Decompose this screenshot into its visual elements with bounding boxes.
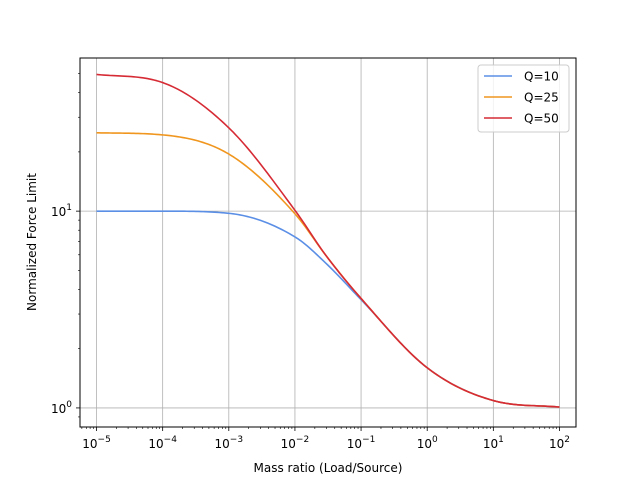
x-axis-ticks: 10−5 10−4 10−3 10−2 10−1 100 101 102	[81, 427, 570, 451]
x-tick-label: 10−4	[148, 435, 177, 451]
y-tick-label: 101	[51, 203, 72, 219]
y-axis-label: Normalized Force Limit	[25, 173, 39, 311]
legend-label-q-50: Q=50	[524, 112, 559, 126]
legend: Q=10 Q=25 Q=50	[477, 64, 570, 133]
x-tick-label: 10−3	[215, 435, 244, 451]
x-tick-label: 10−1	[347, 435, 376, 451]
legend-label-q-25: Q=25	[524, 91, 559, 105]
series-lines	[96, 73, 560, 408]
y-axis-ticks: 100 101	[51, 73, 80, 418]
y-tick-label: 100	[51, 400, 72, 416]
plot-frame	[79, 57, 577, 428]
x-axis-label: Mass ratio (Load/Source)	[254, 461, 403, 475]
x-tick-label: 100	[417, 435, 438, 451]
x-tick-label: 10−5	[82, 435, 111, 451]
series-line-q-50	[96, 73, 560, 408]
x-tick-label: 10−2	[281, 435, 310, 451]
legend-box	[477, 64, 570, 133]
legend-label-q-10: Q=10	[524, 70, 559, 84]
x-tick-label: 101	[483, 435, 504, 451]
x-tick-label: 102	[549, 435, 570, 451]
